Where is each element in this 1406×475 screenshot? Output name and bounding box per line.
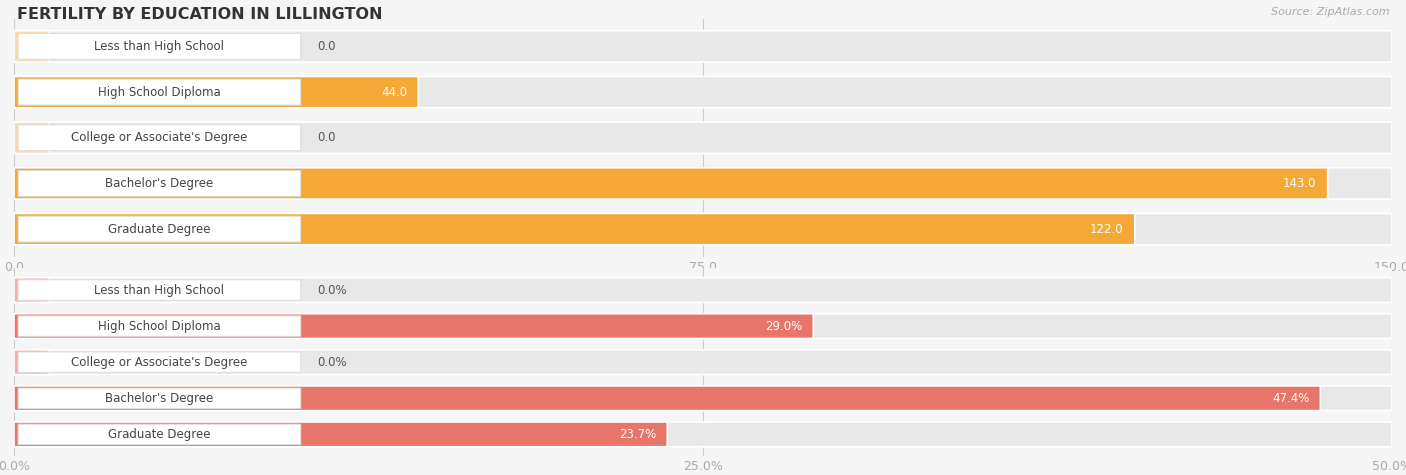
FancyBboxPatch shape <box>18 125 301 151</box>
FancyBboxPatch shape <box>14 386 1392 411</box>
FancyBboxPatch shape <box>14 350 1392 375</box>
FancyBboxPatch shape <box>18 280 301 300</box>
Text: 47.4%: 47.4% <box>1272 392 1309 405</box>
Text: 23.7%: 23.7% <box>619 428 657 441</box>
FancyBboxPatch shape <box>14 168 1327 199</box>
FancyBboxPatch shape <box>14 213 1392 245</box>
Text: College or Associate's Degree: College or Associate's Degree <box>72 131 247 144</box>
Text: 29.0%: 29.0% <box>765 320 803 332</box>
FancyBboxPatch shape <box>14 422 1392 446</box>
FancyBboxPatch shape <box>14 31 49 62</box>
Text: Graduate Degree: Graduate Degree <box>108 223 211 236</box>
FancyBboxPatch shape <box>14 278 1392 303</box>
FancyBboxPatch shape <box>14 122 49 153</box>
FancyBboxPatch shape <box>18 79 301 105</box>
Text: 0.0%: 0.0% <box>318 356 347 369</box>
FancyBboxPatch shape <box>14 76 1392 108</box>
Text: College or Associate's Degree: College or Associate's Degree <box>72 356 247 369</box>
FancyBboxPatch shape <box>14 314 813 339</box>
FancyBboxPatch shape <box>18 216 301 242</box>
FancyBboxPatch shape <box>14 350 49 375</box>
FancyBboxPatch shape <box>14 213 1135 245</box>
Text: 44.0: 44.0 <box>381 86 408 99</box>
FancyBboxPatch shape <box>14 122 1392 153</box>
FancyBboxPatch shape <box>14 31 1392 62</box>
Text: 143.0: 143.0 <box>1284 177 1316 190</box>
Text: 0.0: 0.0 <box>318 131 336 144</box>
FancyBboxPatch shape <box>14 278 49 303</box>
FancyBboxPatch shape <box>18 316 301 336</box>
Text: High School Diploma: High School Diploma <box>98 86 221 99</box>
Text: Source: ZipAtlas.com: Source: ZipAtlas.com <box>1271 7 1389 17</box>
Text: 0.0%: 0.0% <box>318 284 347 296</box>
FancyBboxPatch shape <box>18 171 301 196</box>
Text: 0.0: 0.0 <box>318 40 336 53</box>
Text: Graduate Degree: Graduate Degree <box>108 428 211 441</box>
FancyBboxPatch shape <box>14 386 1320 411</box>
FancyBboxPatch shape <box>18 33 301 59</box>
FancyBboxPatch shape <box>18 388 301 408</box>
FancyBboxPatch shape <box>14 168 1392 199</box>
Text: 122.0: 122.0 <box>1090 223 1123 236</box>
Text: Less than High School: Less than High School <box>94 40 225 53</box>
Text: Less than High School: Less than High School <box>94 284 225 296</box>
FancyBboxPatch shape <box>18 424 301 445</box>
Text: High School Diploma: High School Diploma <box>98 320 221 332</box>
Text: Bachelor's Degree: Bachelor's Degree <box>105 177 214 190</box>
FancyBboxPatch shape <box>14 422 668 446</box>
Text: FERTILITY BY EDUCATION IN LILLINGTON: FERTILITY BY EDUCATION IN LILLINGTON <box>17 7 382 22</box>
FancyBboxPatch shape <box>14 314 1392 339</box>
FancyBboxPatch shape <box>18 352 301 372</box>
Text: Bachelor's Degree: Bachelor's Degree <box>105 392 214 405</box>
FancyBboxPatch shape <box>14 76 418 108</box>
